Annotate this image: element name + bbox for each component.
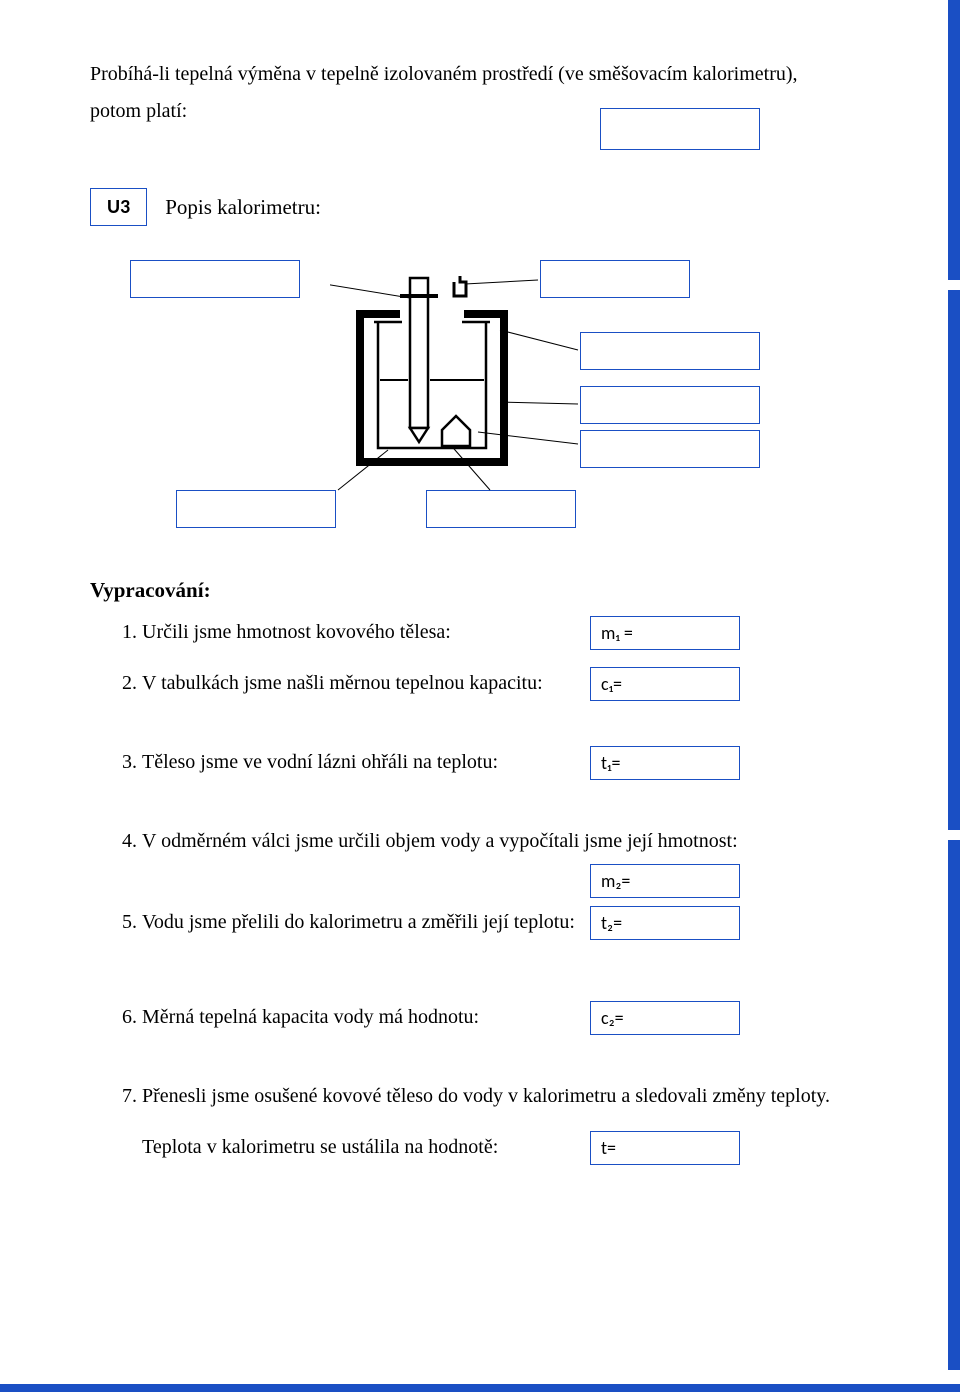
value-box-t2[interactable]: t₂=	[590, 906, 740, 940]
steps-list: Určili jsme hmotnost kovového tělesa: m₁…	[90, 621, 870, 1108]
side-accent	[948, 840, 960, 1370]
value-box-c2[interactable]: c₂=	[590, 1001, 740, 1035]
bottom-accent	[0, 1384, 960, 1392]
step-text: Těleso jsme ve vodní lázni ohřáli na tep…	[142, 751, 498, 773]
diagram-label-box[interactable]	[580, 430, 760, 468]
step-5: Vodu jsme přelili do kalorimetru a změři…	[142, 911, 870, 934]
formula-blank-box[interactable]	[600, 108, 760, 150]
step-7: Přenesli jsme osušené kovové těleso do v…	[142, 1085, 870, 1108]
step-2: V tabulkách jsme našli měrnou tepelnou k…	[142, 672, 870, 695]
step-6: Měrná tepelná kapacita vody má hodnotu: …	[142, 1006, 870, 1029]
step-3: Těleso jsme ve vodní lázni ohřáli na tep…	[142, 751, 870, 774]
vypracovani-heading: Vypracování:	[90, 578, 870, 603]
calorimeter-diagram	[90, 254, 870, 534]
final-line: Teplota v kalorimetru se ustálila na hod…	[142, 1136, 870, 1159]
u3-row: U3 Popis kalorimetru:	[90, 188, 870, 226]
final-text: Teplota v kalorimetru se ustálila na hod…	[142, 1136, 498, 1158]
step-text: Vodu jsme přelili do kalorimetru a změři…	[142, 911, 575, 933]
diagram-label-box[interactable]	[580, 386, 760, 424]
diagram-label-box[interactable]	[176, 490, 336, 528]
value-box-t1[interactable]: t₁=	[590, 746, 740, 780]
step-text: V tabulkách jsme našli měrnou tepelnou k…	[142, 672, 543, 694]
intro-text-line1: Probíhá-li tepelná výměna v tepelně izol…	[90, 60, 870, 89]
step-text: Přenesli jsme osušené kovové těleso do v…	[142, 1085, 830, 1107]
u3-badge: U3	[90, 188, 147, 226]
value-box-t[interactable]: t=	[590, 1131, 740, 1165]
step-4: V odměrném válci jsme určili objem vody …	[142, 830, 870, 853]
step-text: V odměrném válci jsme určili objem vody …	[142, 830, 738, 852]
calorimeter-svg	[330, 272, 580, 492]
section-label: Popis kalorimetru:	[165, 195, 321, 220]
step-text: Měrná tepelná kapacita vody má hodnotu:	[142, 1006, 479, 1028]
diagram-label-box[interactable]	[130, 260, 300, 298]
step-text: Určili jsme hmotnost kovového tělesa:	[142, 621, 451, 643]
diagram-label-box[interactable]	[580, 332, 760, 370]
value-box-m2[interactable]: m₂=	[590, 864, 740, 898]
value-box-m1[interactable]: m₁ =	[590, 616, 740, 650]
side-accent	[948, 290, 960, 830]
diagram-label-box[interactable]	[426, 490, 576, 528]
step-1: Určili jsme hmotnost kovového tělesa: m₁…	[142, 621, 870, 644]
side-accent	[948, 0, 960, 280]
worksheet-page: Probíhá-li tepelná výměna v tepelně izol…	[0, 0, 960, 1392]
value-box-c1[interactable]: c₁=	[590, 667, 740, 701]
